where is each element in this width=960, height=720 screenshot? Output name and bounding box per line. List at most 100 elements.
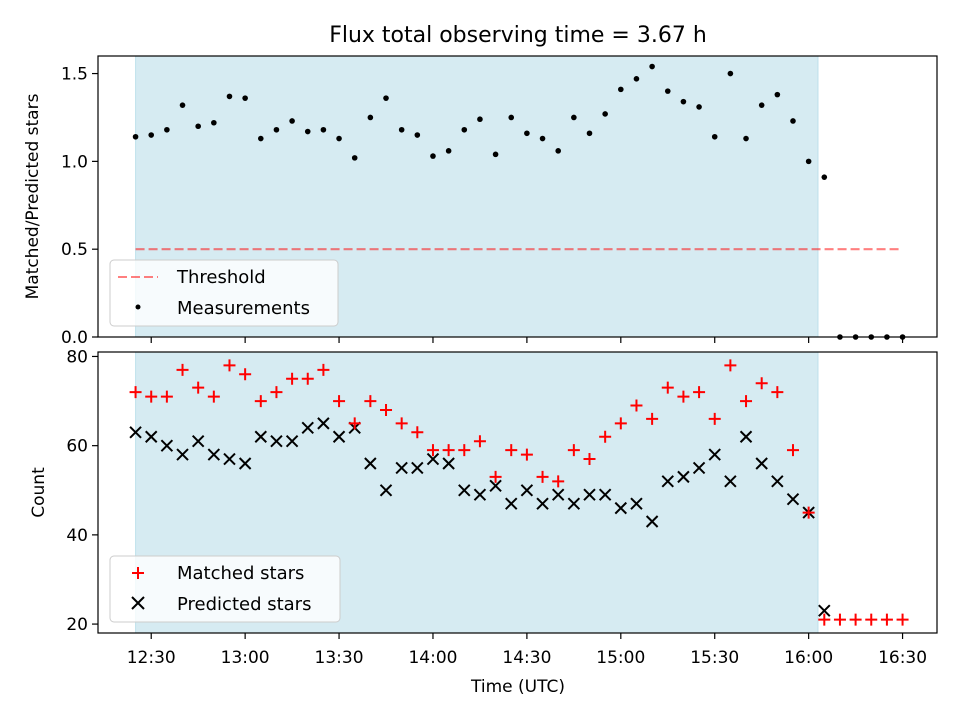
predicted-point xyxy=(505,497,518,510)
matched-point xyxy=(380,403,393,416)
predicted-point xyxy=(176,448,189,461)
measurement-point xyxy=(664,88,671,94)
predicted-point xyxy=(160,439,174,452)
matched-point xyxy=(348,417,361,430)
matched-point xyxy=(786,444,799,457)
x-tick-label: 13:30 xyxy=(315,648,364,668)
measurement-point xyxy=(304,128,311,135)
top-legend: Threshold Measurements xyxy=(109,259,339,327)
measurements-legend-swatch xyxy=(135,304,141,310)
predicted-point xyxy=(238,457,252,470)
matched-point xyxy=(364,395,377,408)
x-tick-label: 16:30 xyxy=(878,648,927,668)
matched-point xyxy=(865,613,878,626)
predicted-point xyxy=(786,492,800,506)
measurement-point xyxy=(226,93,233,100)
matched-point xyxy=(802,506,815,519)
matched-point xyxy=(333,395,346,408)
bottom-legend-box xyxy=(109,555,341,623)
top-legend-box xyxy=(109,259,339,327)
matched-point xyxy=(129,386,142,399)
predicted-point xyxy=(364,457,377,470)
threshold-legend-label: Threshold xyxy=(176,267,266,288)
measurement-point xyxy=(164,126,170,133)
top-plot-marks xyxy=(132,63,906,340)
top-x-ticks xyxy=(150,337,904,343)
matched-point xyxy=(896,613,909,626)
predicted-point xyxy=(285,434,299,448)
x-tick-label: 15:00 xyxy=(596,648,645,668)
measurement-point xyxy=(539,135,546,142)
matched-point xyxy=(755,377,768,390)
measurement-point xyxy=(414,132,421,138)
predicted-point xyxy=(677,470,690,484)
predicted-point xyxy=(458,484,471,497)
matched-point xyxy=(411,426,424,439)
matched-point xyxy=(646,412,659,425)
predicted-point xyxy=(630,497,643,510)
matched-point xyxy=(489,470,502,483)
matched-point xyxy=(693,386,706,399)
bottom-legend: Matched stars Predicted stars xyxy=(109,555,341,623)
matched-point xyxy=(192,381,205,394)
bottom-axes-frame xyxy=(97,351,938,634)
matched-point xyxy=(317,363,330,376)
top-y-axis-label: Matched/Predicted stars xyxy=(23,93,43,299)
matched-point xyxy=(583,453,596,466)
measurement-point xyxy=(492,151,499,158)
measurement-point xyxy=(132,133,139,140)
predicted-point xyxy=(708,448,721,461)
measurement-point xyxy=(649,63,655,70)
matched-point xyxy=(239,368,252,381)
matched-point xyxy=(740,395,753,408)
measurement-point xyxy=(477,116,483,123)
measurement-point xyxy=(179,102,186,108)
measurement-point xyxy=(320,126,327,133)
predicted-point xyxy=(818,604,831,617)
matched-point xyxy=(301,372,314,385)
measurement-point xyxy=(336,135,342,142)
bottom-x-axis: 12:30 13:00 13:30 14:00 14:30 15:00 15:30 16:00… xyxy=(127,633,927,668)
measurement-point xyxy=(195,123,201,130)
measurement-point xyxy=(148,132,155,138)
predicted-point xyxy=(755,457,768,470)
x-tick-label: 15:30 xyxy=(690,648,739,668)
matched-point xyxy=(160,390,173,403)
predicted-point xyxy=(489,479,502,493)
measurement-point xyxy=(805,158,812,165)
measurement-point xyxy=(289,118,295,124)
matched-point xyxy=(442,444,455,457)
x-axis-label: Time (UTC) xyxy=(470,677,565,697)
predicted-point xyxy=(379,484,393,497)
predicted-point xyxy=(645,515,659,528)
predicted-point xyxy=(739,430,753,443)
matched-point xyxy=(473,435,486,448)
predicted-point xyxy=(442,457,455,470)
matched-legend-swatch xyxy=(132,567,144,579)
matched-point xyxy=(426,444,439,457)
bottom-plot-marks xyxy=(129,359,909,626)
measurement-point xyxy=(727,70,734,77)
matched-point xyxy=(176,363,189,376)
matched-point xyxy=(505,444,518,457)
measurement-point xyxy=(242,95,248,101)
predicted-point xyxy=(724,475,737,488)
top-ytick-label: 0.5 xyxy=(61,240,88,260)
measurement-point xyxy=(257,135,264,142)
predicted-point xyxy=(411,461,424,475)
matched-point xyxy=(880,613,893,626)
predicted-point xyxy=(426,452,440,466)
predicted-point xyxy=(771,475,784,488)
matched-point xyxy=(536,470,549,483)
bottom-y-axis-label: Count xyxy=(29,467,49,518)
x-tick-label: 16:00 xyxy=(784,648,833,668)
matched-point xyxy=(286,372,299,385)
matched-point xyxy=(677,390,690,403)
measurement-point xyxy=(445,148,452,154)
predicted-point xyxy=(661,475,674,488)
predicted-point xyxy=(332,430,346,443)
top-ytick-label: 0.0 xyxy=(61,328,88,348)
top-ytick-label: 1.5 xyxy=(61,65,88,85)
predicted-point xyxy=(536,497,549,510)
predicted-legend-swatch xyxy=(131,596,145,610)
